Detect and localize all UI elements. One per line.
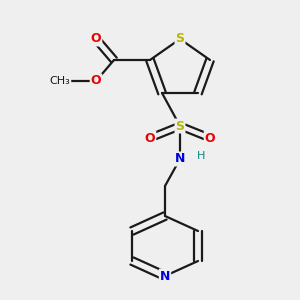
Text: N: N	[160, 269, 170, 283]
Text: H: H	[197, 151, 205, 161]
Text: O: O	[145, 131, 155, 145]
Text: CH₃: CH₃	[50, 76, 70, 86]
Text: S: S	[176, 32, 184, 46]
Text: O: O	[91, 32, 101, 46]
Text: S: S	[176, 119, 184, 133]
Text: O: O	[91, 74, 101, 88]
Text: O: O	[205, 131, 215, 145]
Text: N: N	[175, 152, 185, 166]
